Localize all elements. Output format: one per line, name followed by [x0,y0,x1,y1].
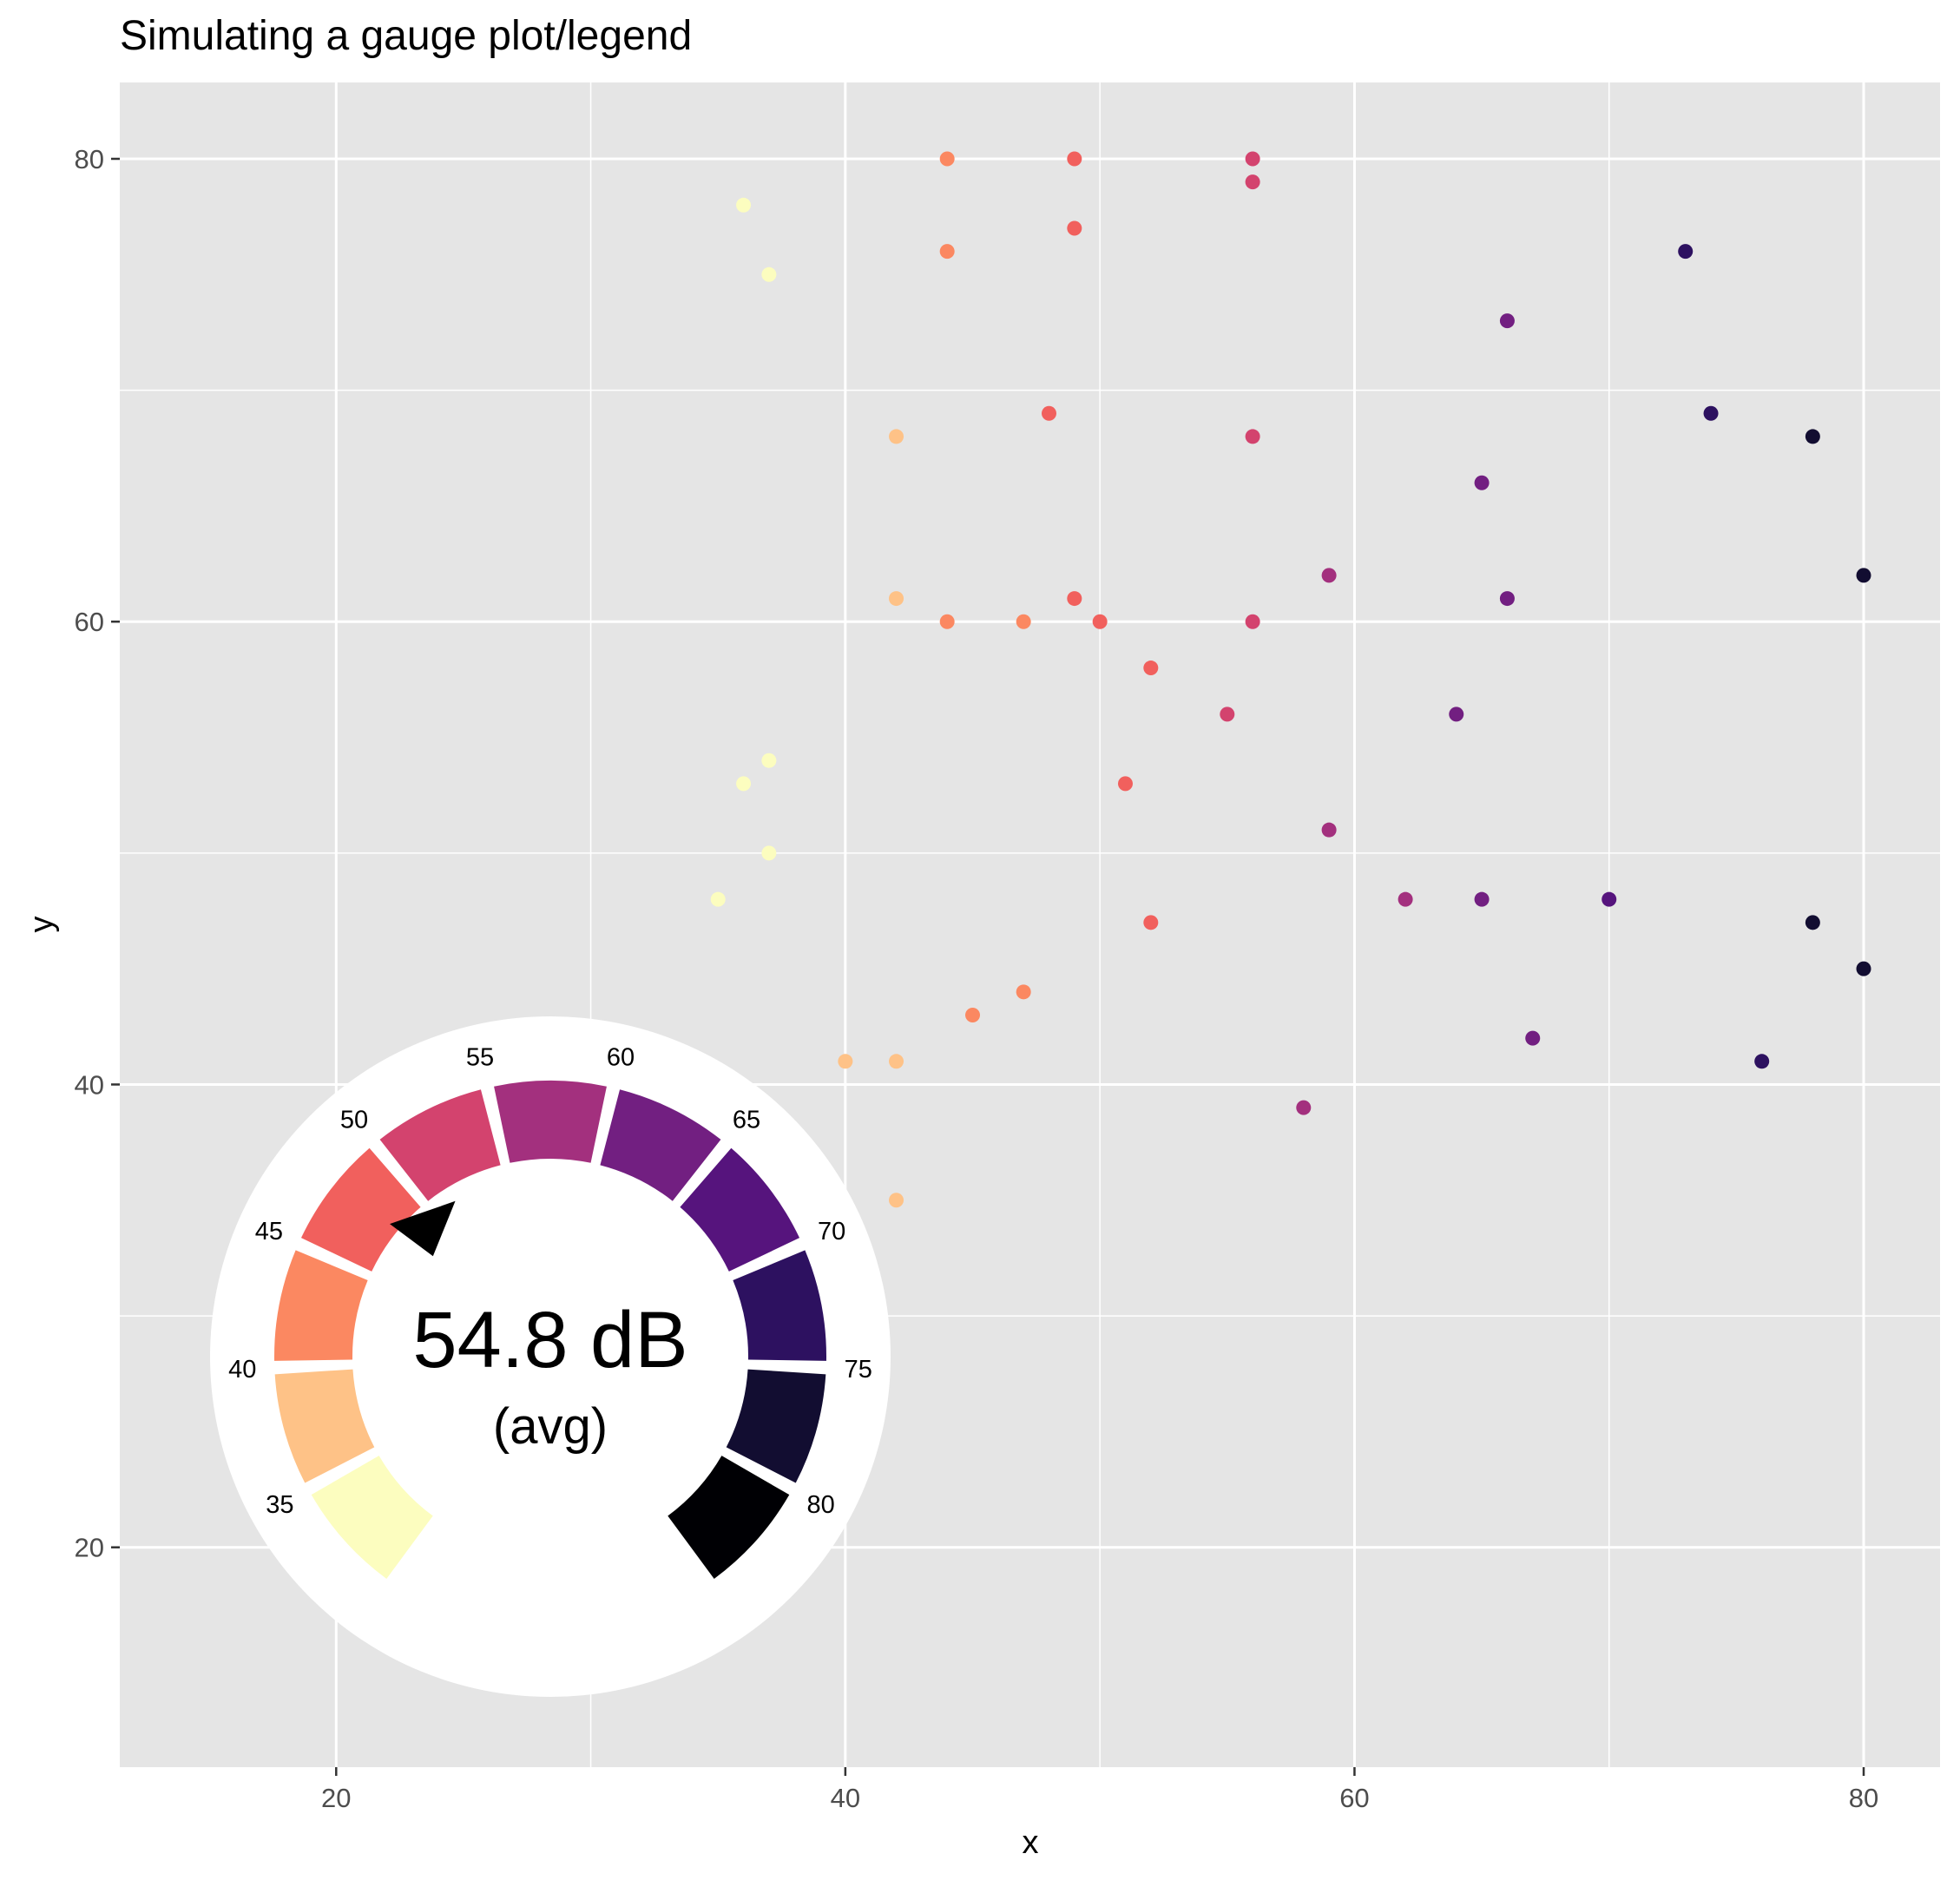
data-point [1117,776,1133,792]
chart-title: Simulating a gauge plot/legend [120,13,693,59]
data-point [1805,915,1820,930]
y-tick-label: 60 [75,607,104,637]
gauge-segment [274,1250,368,1361]
gauge-segment [726,1369,826,1483]
data-point [939,614,955,629]
gauge-tick-label: 50 [340,1106,368,1134]
data-point [1245,174,1260,190]
data-point [1856,568,1871,583]
data-point [736,197,752,213]
data-point [1678,244,1694,260]
gauge-tick-label: 70 [818,1218,845,1246]
data-point [1474,891,1490,907]
data-point [761,266,777,282]
data-point [761,845,777,861]
data-point [736,776,752,792]
gauge-segment [311,1456,433,1579]
gauge-segment [379,1089,501,1201]
y-tick-label: 80 [75,144,104,174]
gauge-tick-label: 60 [607,1043,635,1071]
data-point [1449,707,1464,722]
x-axis: 20 40 60 80 [321,1767,1878,1813]
data-point [1016,984,1031,1000]
y-tick-label: 40 [75,1069,104,1100]
x-axis-title: x [1023,1824,1039,1861]
data-point [889,429,904,444]
data-point [1321,568,1337,583]
gauge-sub-label: (avg) [493,1398,608,1455]
gauge-tick-label: 80 [806,1491,834,1519]
gauge-segment [600,1089,721,1201]
x-tick-label: 40 [831,1783,860,1813]
data-point [710,891,726,907]
data-point [1067,151,1082,167]
data-point [889,591,904,607]
data-point [1067,591,1082,607]
data-point [1067,220,1082,236]
data-point [1296,1100,1312,1115]
y-axis: 20 40 60 80 [75,144,120,1563]
gauge-tick-label: 40 [228,1356,256,1384]
data-point [1041,405,1056,421]
gauge-tick-label: 55 [466,1043,494,1071]
data-point [1398,891,1413,907]
grid-minor [120,82,1940,1767]
data-point [1245,614,1260,629]
data-point [1754,1054,1770,1069]
gauge-segment [680,1147,800,1272]
data-point [1474,475,1490,490]
gauge-tick-label: 75 [845,1356,872,1384]
data-point [1602,891,1617,907]
data-point [1245,151,1260,167]
gauge-value: 54.8 dB [412,1296,687,1384]
gauge-segment [668,1456,790,1579]
data-point [1092,614,1108,629]
data-point [761,753,777,768]
data-points [710,151,1871,1208]
gauge-segment [733,1250,827,1361]
y-tick-label: 20 [75,1533,104,1563]
gauge-tick-label: 35 [266,1491,293,1519]
gauge-tick-label: 45 [255,1218,283,1246]
x-tick-label: 20 [321,1783,351,1813]
data-point [1525,1030,1541,1046]
data-point [939,244,955,260]
data-point [965,1007,981,1022]
data-point [1245,429,1260,444]
gauge-segment [274,1369,375,1483]
y-axis-title: y [23,917,60,933]
gauge-segment [494,1080,607,1163]
x-tick-label: 60 [1339,1783,1369,1813]
data-point [1499,313,1515,329]
gauge-pointer [390,1200,456,1257]
data-point [1856,961,1871,976]
data-point [1016,614,1031,629]
gauge-tick-label: 65 [733,1106,760,1134]
data-point [939,151,955,167]
gauge-legend: 35 40 45 50 55 60 65 70 75 80 54.8 dB (avg) [210,1016,891,1697]
x-tick-label: 80 [1849,1783,1878,1813]
data-point [1143,915,1159,930]
data-point [1143,661,1159,676]
data-point [1805,429,1820,444]
data-point [1220,707,1235,722]
data-point [1321,822,1337,838]
data-point [889,1054,904,1069]
data-point [1703,405,1719,421]
gauge-segment [300,1147,421,1272]
data-point [838,1054,853,1069]
data-point [1499,591,1515,607]
data-point [889,1193,904,1208]
